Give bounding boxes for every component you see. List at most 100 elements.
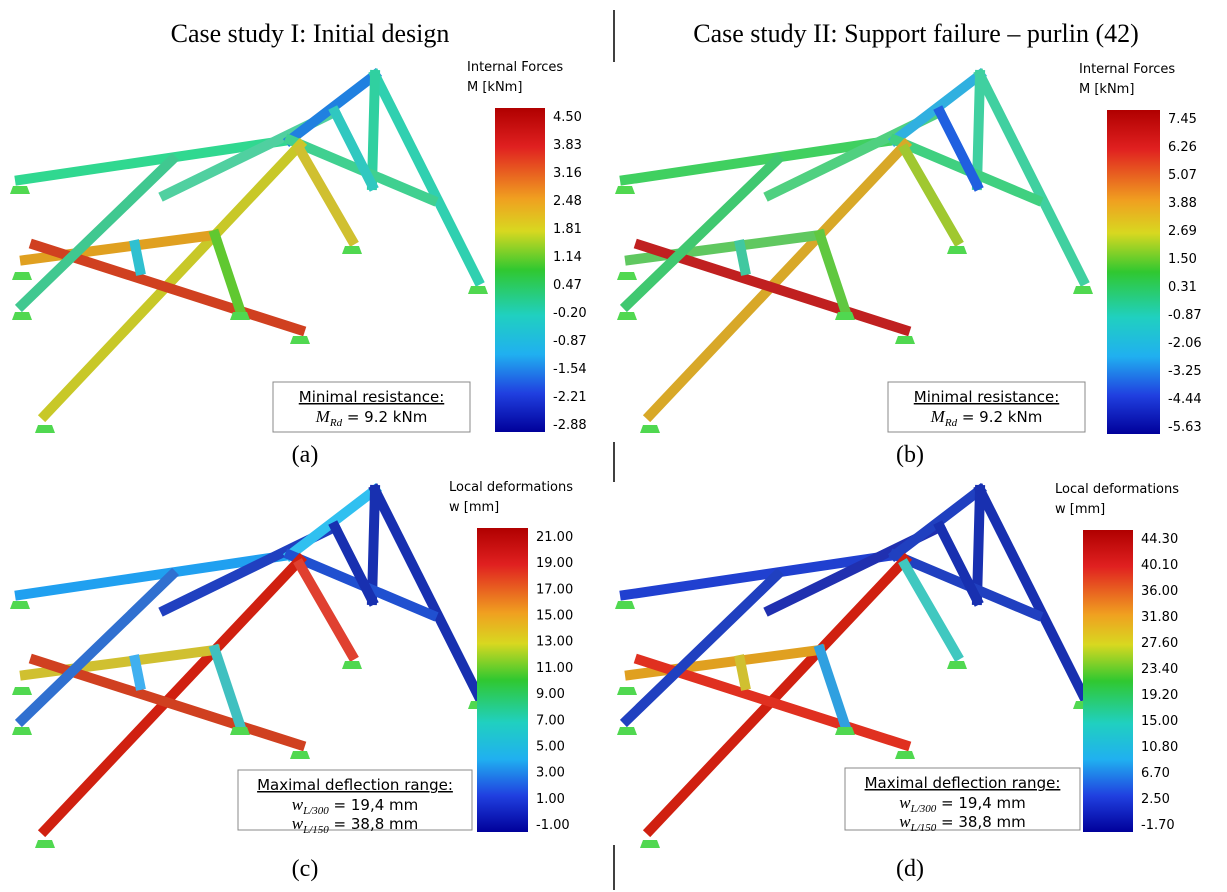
support [615,186,635,194]
colorbar-tick-label: -0.87 [1168,308,1202,323]
member [45,145,300,415]
member [940,112,977,185]
support [640,425,660,433]
member [335,112,372,185]
support [895,751,915,759]
member [650,145,905,415]
support [640,840,660,848]
colorbar-tick-label: 2.50 [1141,792,1170,807]
colorbar-tick-label: 1.50 [1168,252,1197,267]
colorbar-tick-label: 3.16 [553,166,582,181]
colorbar-tick-label: 1.81 [553,222,582,237]
member [895,75,980,140]
legend-unit: w [mm] [449,500,499,515]
symbol: M [315,407,331,426]
member [740,660,745,685]
value: = 38,8 mm [329,815,419,833]
member [895,490,980,555]
value: = 19,4 mm [329,796,419,814]
colorbar-tick-label: 15.00 [536,609,573,624]
member [372,75,375,185]
colorbar-tick-label: 19.20 [1141,688,1178,703]
support [290,751,310,759]
support [895,336,915,344]
colorbar [477,528,528,832]
header-left: Case study I: Initial design [171,19,450,48]
note-heading: Minimal resistance: [914,388,1060,406]
member [977,75,980,185]
support [947,661,967,669]
panel-label: (c) [292,856,319,882]
colorbar-tick-label: 15.00 [1141,714,1178,729]
value: = 9.2 kNm [957,408,1042,426]
legend-title: Internal Forces [1079,62,1175,77]
colorbar-tick-label: 21.00 [536,530,573,545]
subscript: Rd [329,417,343,429]
colorbar-tick-label: -5.63 [1168,420,1202,435]
legend-title: Internal Forces [467,60,563,75]
colorbar-tick-label: 7.00 [536,713,565,728]
support [12,272,32,280]
member [372,490,375,600]
colorbar-tick-label: 31.80 [1141,610,1178,625]
support [617,272,637,280]
support [290,336,310,344]
colorbar-tick-label: 6.70 [1141,766,1170,781]
figure: Case study I: Initial design Case study … [0,0,1227,892]
note-heading: Maximal deflection range: [257,776,453,794]
panel-label: (b) [896,442,924,468]
support [835,312,855,320]
colorbar-tick-label: 5.00 [536,739,565,754]
support [10,601,30,609]
panel-label: (d) [896,856,924,882]
subscript: Rd [944,417,958,429]
colorbar-tick-label: 7.45 [1168,112,1197,127]
subscript: L/150 [302,824,329,836]
symbol: w [292,814,304,833]
colorbar-tick-label: 19.00 [536,556,573,571]
subscript: L/150 [910,822,937,834]
colorbar-tick-label: 10.80 [1141,740,1178,755]
colorbar [1083,530,1133,832]
support [617,727,637,735]
support [342,661,362,669]
structure [615,75,1093,433]
panel-label: (a) [292,442,319,468]
member [290,490,375,555]
colorbar-tick-label: -1.54 [553,362,587,377]
legend-unit: M [kNm] [467,80,522,95]
support [35,840,55,848]
member [940,527,977,600]
support [230,312,250,320]
colorbar-tick-label: -2.88 [553,418,587,433]
colorbar-tick-label: 23.40 [1141,662,1178,677]
support [12,727,32,735]
colorbar-tick-label: 9.00 [536,687,565,702]
value: = 38,8 mm [936,813,1026,831]
value: = 19,4 mm [936,794,1026,812]
support [835,727,855,735]
legend-unit: w [mm] [1055,502,1105,517]
note-heading: Maximal deflection range: [865,774,1061,792]
colorbar-tick-label: 11.00 [536,661,573,676]
colorbar-tick-label: 5.07 [1168,168,1197,183]
support [947,246,967,254]
member [740,245,745,270]
support [617,687,637,695]
member [135,245,140,270]
colorbar-tick-label: -0.87 [553,334,587,349]
colorbar-tick-label: 3.00 [536,766,565,781]
legend-unit: M [kNm] [1079,82,1134,97]
legend-title: Local deformations [449,480,573,495]
structure [10,75,488,433]
symbol: w [899,793,911,812]
colorbar-tick-label: -0.20 [553,306,587,321]
member [335,527,372,600]
colorbar-tick-label: -2.21 [553,390,587,405]
subscript: L/300 [910,803,937,815]
colorbar-tick-label: 1.00 [536,792,565,807]
colorbar-tick-label: -4.44 [1168,392,1202,407]
member [290,75,375,140]
header-right: Case study II: Support failure – purlin … [693,19,1139,48]
colorbar-tick-label: -3.25 [1168,364,1202,379]
